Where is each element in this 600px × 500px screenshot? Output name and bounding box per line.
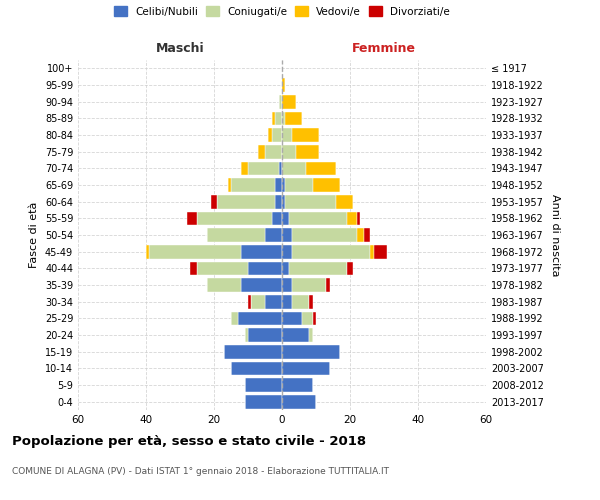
Bar	[245, 378, 282, 392]
Bar	[272, 112, 275, 125]
Text: Femmine: Femmine	[352, 42, 416, 55]
Bar	[231, 312, 238, 325]
Bar	[197, 212, 272, 225]
Bar	[282, 362, 329, 375]
Bar	[268, 128, 272, 142]
Bar	[282, 278, 292, 292]
Bar	[248, 328, 282, 342]
Bar	[282, 395, 316, 408]
Bar	[282, 78, 286, 92]
Bar	[374, 245, 388, 258]
Bar	[241, 245, 282, 258]
Bar	[282, 95, 296, 108]
Bar	[292, 228, 357, 242]
Bar	[286, 195, 337, 208]
Bar	[282, 295, 292, 308]
Bar	[245, 395, 282, 408]
Bar	[292, 295, 309, 308]
Bar	[265, 295, 282, 308]
Bar	[231, 178, 275, 192]
Bar	[286, 112, 302, 125]
Bar	[275, 178, 282, 192]
Text: Maschi: Maschi	[155, 42, 205, 55]
Bar	[302, 312, 313, 325]
Bar	[282, 195, 286, 208]
Bar	[282, 128, 292, 142]
Bar	[282, 245, 292, 258]
Bar	[364, 228, 370, 242]
Legend: Celibi/Nubili, Coniugati/e, Vedovi/e, Divorziati/e: Celibi/Nubili, Coniugati/e, Vedovi/e, Di…	[110, 2, 454, 21]
Bar	[241, 162, 248, 175]
Bar	[248, 295, 251, 308]
Bar	[370, 245, 374, 258]
Bar	[296, 145, 319, 158]
Bar	[275, 195, 282, 208]
Bar	[282, 212, 289, 225]
Bar	[347, 212, 357, 225]
Bar	[309, 295, 313, 308]
Bar	[278, 162, 282, 175]
Bar	[258, 145, 265, 158]
Text: COMUNE DI ALAGNA (PV) - Dati ISTAT 1° gennaio 2018 - Elaborazione TUTTITALIA.IT: COMUNE DI ALAGNA (PV) - Dati ISTAT 1° ge…	[12, 468, 389, 476]
Bar	[241, 278, 282, 292]
Bar	[248, 162, 278, 175]
Bar	[357, 212, 360, 225]
Bar	[292, 128, 319, 142]
Bar	[211, 195, 217, 208]
Bar	[282, 228, 292, 242]
Bar	[282, 145, 296, 158]
Bar	[347, 262, 353, 275]
Bar	[313, 312, 316, 325]
Bar	[282, 262, 289, 275]
Bar	[282, 312, 302, 325]
Bar	[275, 112, 282, 125]
Bar	[251, 295, 265, 308]
Y-axis label: Anni di nascita: Anni di nascita	[550, 194, 560, 276]
Bar	[149, 245, 241, 258]
Bar	[272, 212, 282, 225]
Bar	[265, 228, 282, 242]
Bar	[282, 162, 306, 175]
Bar	[306, 162, 337, 175]
Bar	[190, 262, 197, 275]
Bar	[227, 178, 231, 192]
Bar	[313, 178, 340, 192]
Bar	[289, 262, 347, 275]
Bar	[224, 345, 282, 358]
Bar	[248, 262, 282, 275]
Bar	[245, 328, 248, 342]
Bar	[187, 212, 197, 225]
Bar	[282, 345, 340, 358]
Bar	[292, 278, 326, 292]
Bar	[309, 328, 313, 342]
Bar	[357, 228, 364, 242]
Bar	[238, 312, 282, 325]
Bar	[217, 195, 275, 208]
Bar	[282, 328, 309, 342]
Bar	[207, 278, 241, 292]
Bar	[231, 362, 282, 375]
Bar	[272, 128, 282, 142]
Bar	[286, 178, 313, 192]
Text: Popolazione per età, sesso e stato civile - 2018: Popolazione per età, sesso e stato civil…	[12, 435, 366, 448]
Bar	[207, 228, 265, 242]
Bar	[326, 278, 329, 292]
Bar	[146, 245, 149, 258]
Bar	[289, 212, 347, 225]
Y-axis label: Fasce di età: Fasce di età	[29, 202, 39, 268]
Bar	[282, 178, 286, 192]
Bar	[292, 245, 370, 258]
Bar	[278, 95, 282, 108]
Bar	[282, 112, 286, 125]
Bar	[265, 145, 282, 158]
Bar	[337, 195, 353, 208]
Bar	[282, 378, 313, 392]
Bar	[197, 262, 248, 275]
